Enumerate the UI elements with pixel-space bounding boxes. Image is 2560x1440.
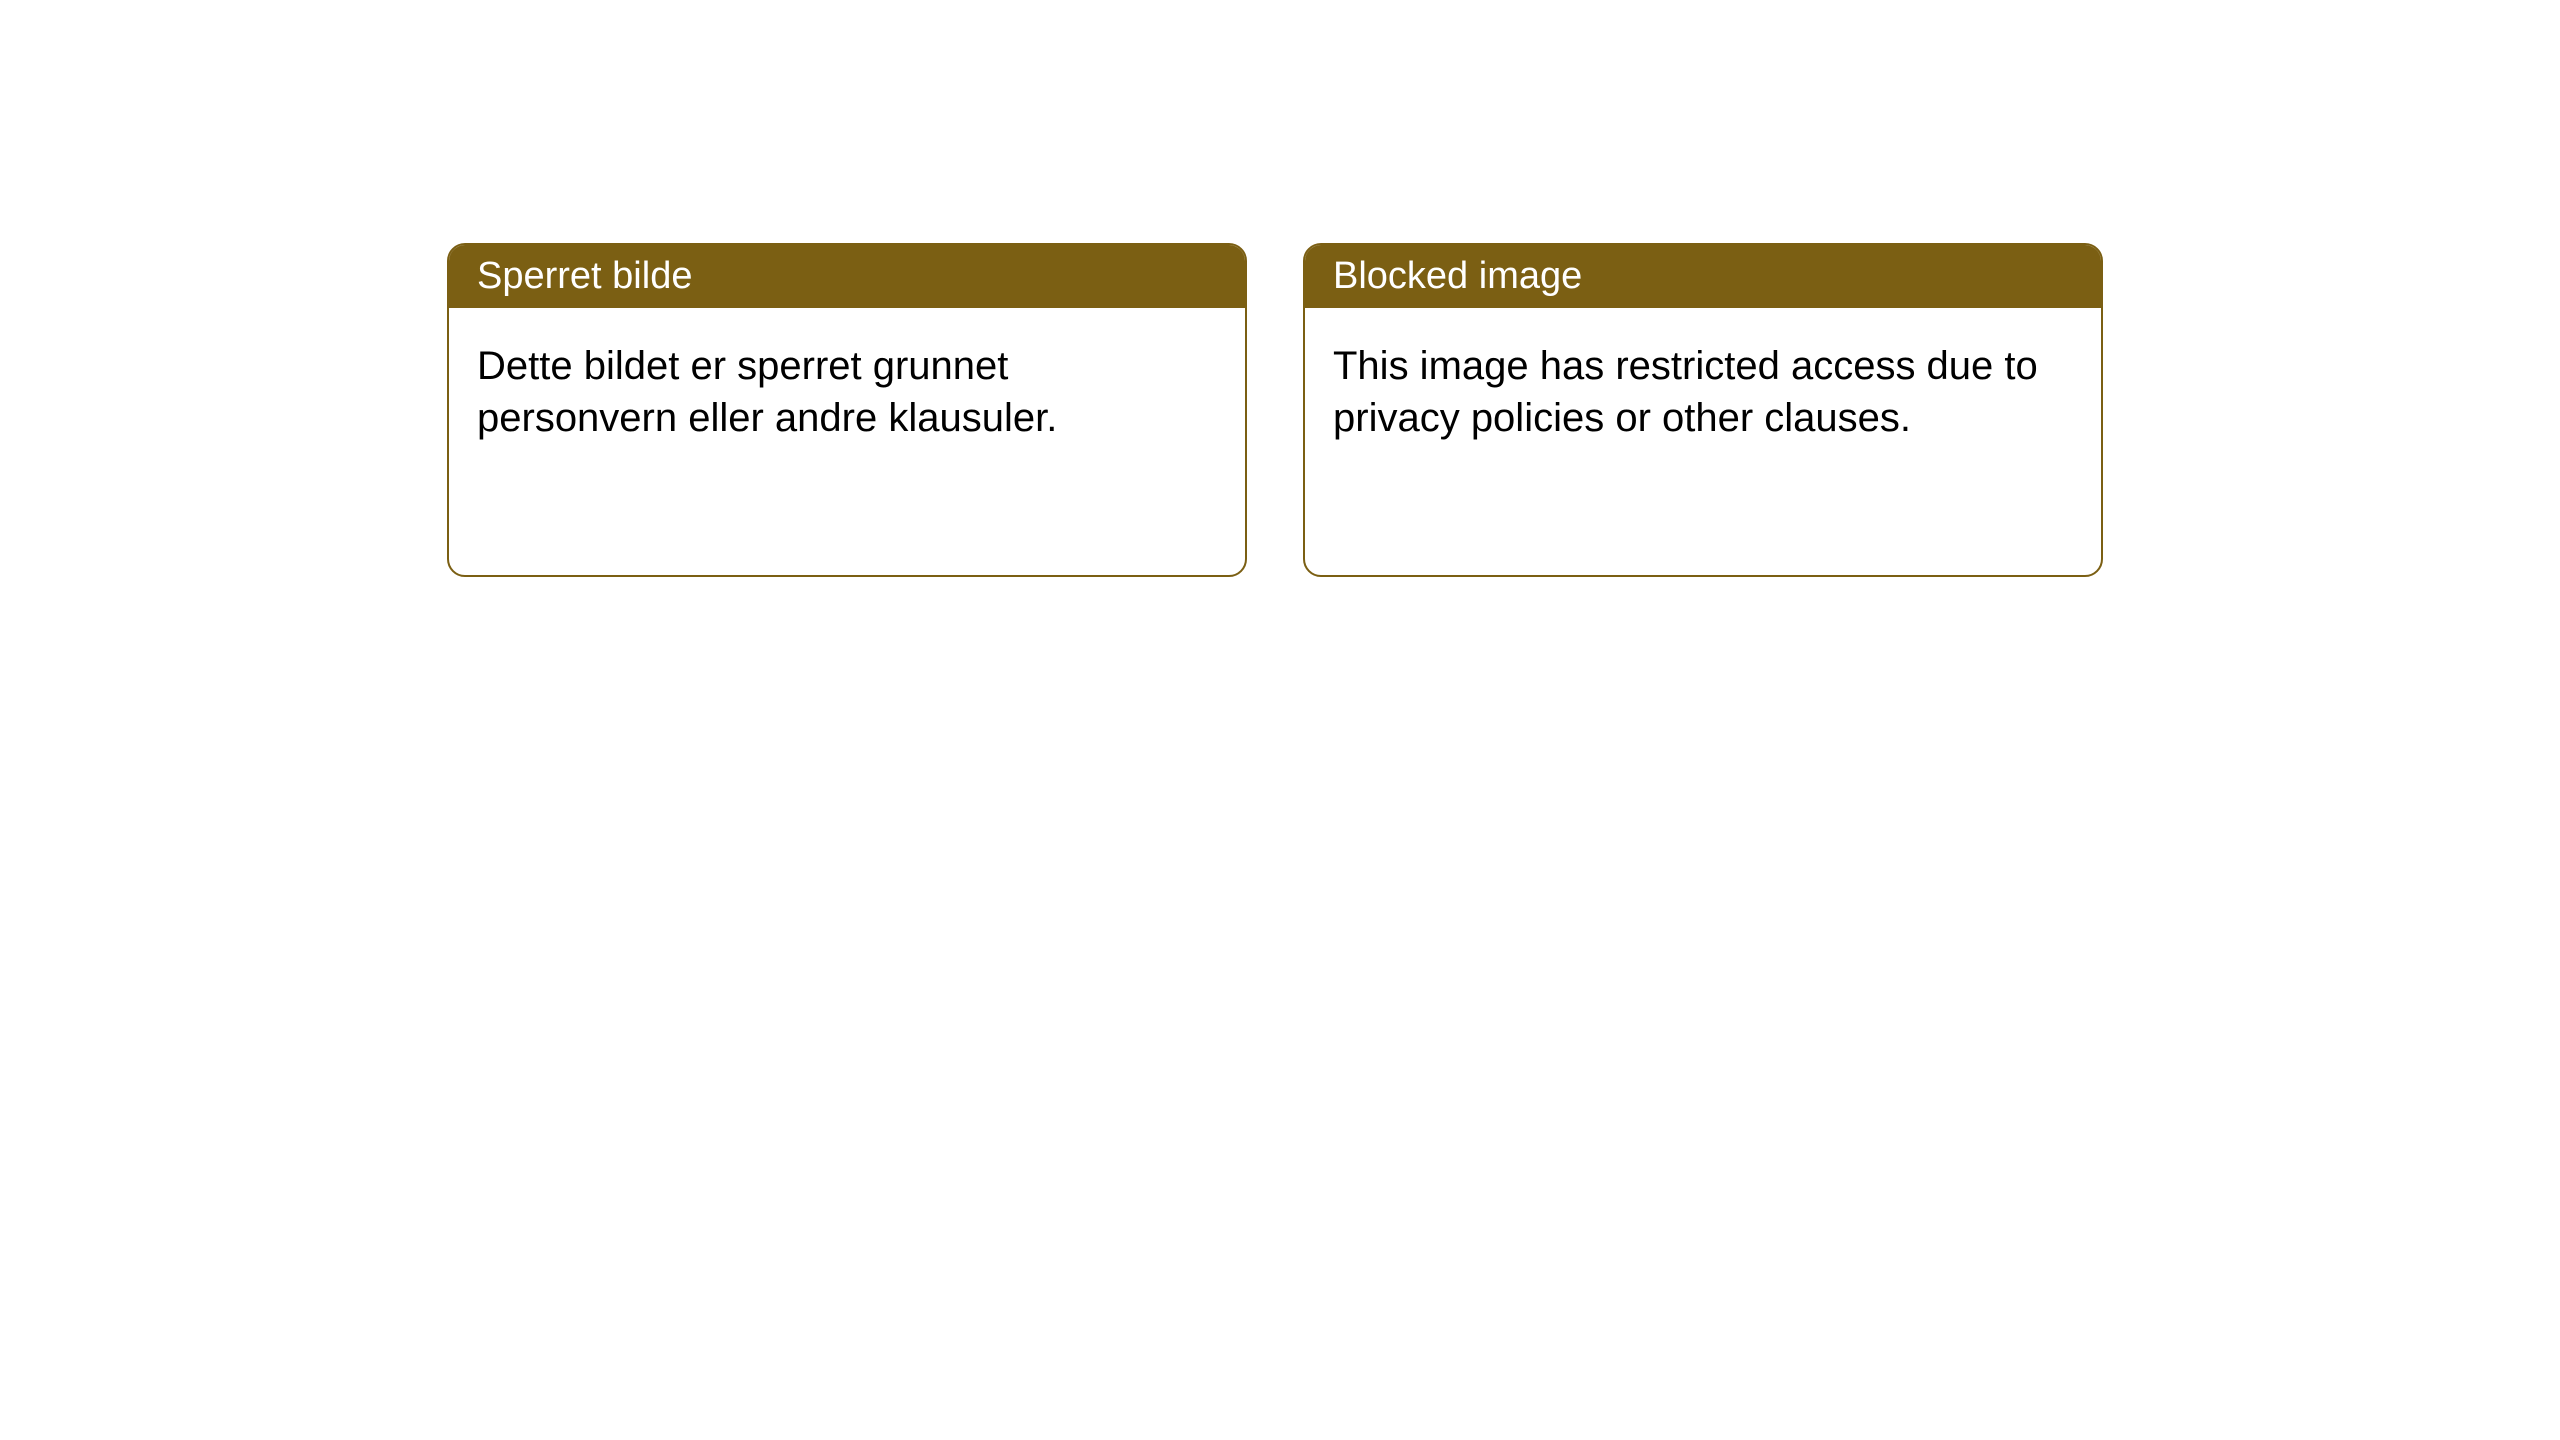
card-header-text: Sperret bilde [477, 255, 692, 297]
card-header: Sperret bilde [449, 245, 1245, 308]
card-header: Blocked image [1305, 245, 2101, 308]
card-body: This image has restricted access due to … [1305, 308, 2101, 476]
notice-card-english: Blocked image This image has restricted … [1303, 243, 2103, 577]
card-body-text: This image has restricted access due to … [1333, 344, 2038, 440]
card-body-text: Dette bildet er sperret grunnet personve… [477, 344, 1057, 440]
notice-container: Sperret bilde Dette bildet er sperret gr… [447, 243, 2103, 577]
notice-card-norwegian: Sperret bilde Dette bildet er sperret gr… [447, 243, 1247, 577]
card-body: Dette bildet er sperret grunnet personve… [449, 308, 1245, 476]
card-header-text: Blocked image [1333, 255, 1582, 297]
